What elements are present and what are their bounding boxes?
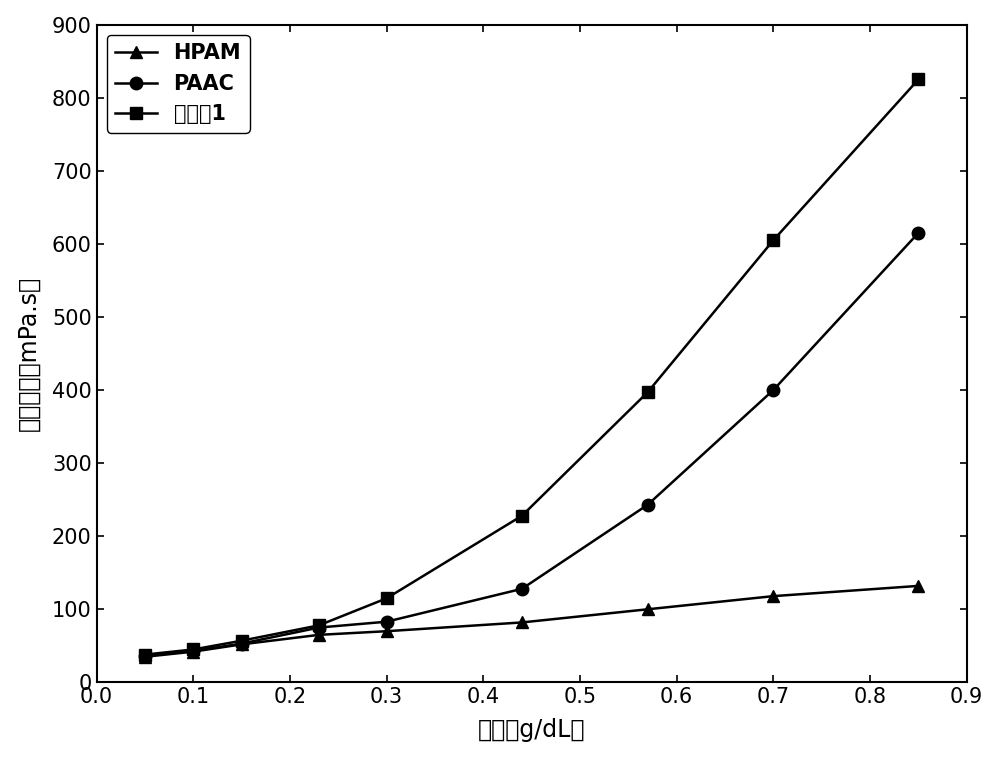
PAAC bbox=[642, 500, 654, 509]
实施奡1 bbox=[381, 594, 393, 603]
PAAC bbox=[516, 584, 528, 594]
HPAM bbox=[313, 630, 325, 639]
Line: PAAC: PAAC bbox=[139, 227, 925, 663]
实施奡1 bbox=[139, 650, 151, 659]
HPAM bbox=[912, 581, 924, 591]
PAAC bbox=[767, 386, 779, 395]
实施奡1 bbox=[767, 236, 779, 245]
PAAC bbox=[236, 639, 248, 648]
HPAM bbox=[516, 618, 528, 627]
PAAC bbox=[912, 228, 924, 238]
PAAC bbox=[381, 617, 393, 626]
Y-axis label: 表观粘度（mPa.s）: 表观粘度（mPa.s） bbox=[17, 276, 41, 431]
X-axis label: 浓度（g/dL）: 浓度（g/dL） bbox=[478, 718, 585, 742]
HPAM bbox=[139, 652, 151, 661]
PAAC bbox=[139, 651, 151, 660]
PAAC bbox=[187, 647, 199, 656]
HPAM bbox=[767, 591, 779, 600]
HPAM bbox=[642, 605, 654, 614]
HPAM bbox=[236, 640, 248, 649]
HPAM bbox=[381, 627, 393, 636]
实施奡1 bbox=[642, 388, 654, 397]
HPAM bbox=[187, 647, 199, 657]
实施奡1 bbox=[516, 512, 528, 521]
实施奡1 bbox=[912, 75, 924, 84]
实施奡1 bbox=[187, 645, 199, 654]
PAAC bbox=[313, 623, 325, 632]
Line: HPAM: HPAM bbox=[139, 580, 925, 663]
Line: 实施奡1: 实施奡1 bbox=[139, 73, 925, 661]
Legend: HPAM, PAAC, 实施奡1: HPAM, PAAC, 实施奡1 bbox=[107, 35, 250, 133]
实施奡1 bbox=[236, 636, 248, 645]
实施奡1 bbox=[313, 621, 325, 630]
